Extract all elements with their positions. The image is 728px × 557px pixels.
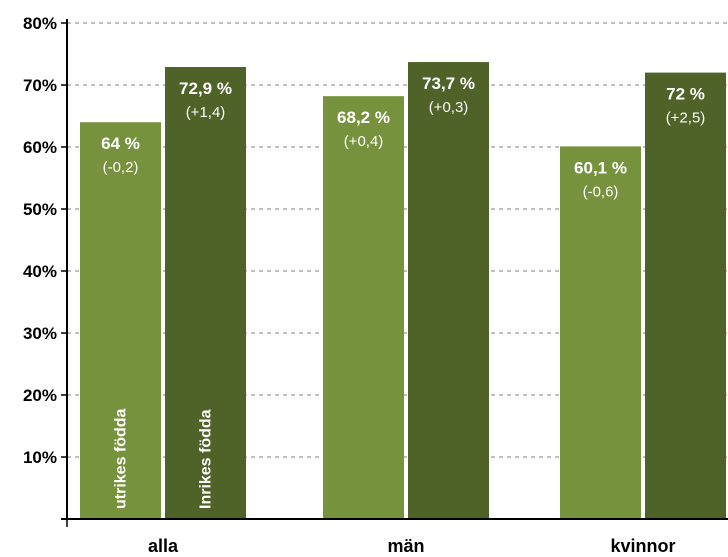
bar: [408, 62, 489, 520]
bar-value-label: 72 %: [666, 85, 705, 104]
bar-value-label: 68,2 %: [337, 108, 390, 127]
y-tick-label: 30%: [23, 324, 57, 343]
bar-change-label: (+0,4): [344, 133, 384, 150]
bar-change-label: (+2,5): [666, 110, 706, 127]
series-label: utrikes födda: [113, 408, 130, 509]
y-tick-label: 10%: [23, 448, 57, 467]
y-tick-label: 20%: [23, 386, 57, 405]
y-tick-label: 60%: [23, 138, 57, 157]
bar-change-label: (+0,3): [429, 99, 469, 116]
bar: [80, 122, 161, 519]
bar: [165, 67, 246, 520]
bar-value-label: 73,7 %: [422, 74, 475, 93]
bar: [323, 96, 404, 519]
bar-change-label: (+1,4): [186, 104, 226, 121]
bar-value-label: 64 %: [101, 134, 140, 153]
bar: [645, 72, 726, 519]
x-category-label: kvinnor: [610, 536, 675, 556]
y-tick-label: 70%: [23, 76, 57, 95]
series-label: Inrikes födda: [198, 409, 215, 509]
y-tick-label: 80%: [23, 14, 57, 33]
bar-value-label: 60,1 %: [574, 158, 627, 177]
y-tick-label: 50%: [23, 200, 57, 219]
x-category-label: alla: [148, 536, 179, 556]
bar-change-label: (-0,2): [103, 159, 139, 176]
bar-value-label: 72,9 %: [179, 79, 232, 98]
x-category-label: män: [387, 536, 424, 556]
bar-change-label: (-0,6): [583, 183, 619, 200]
y-tick-label: 40%: [23, 262, 57, 281]
bar: [560, 146, 641, 519]
